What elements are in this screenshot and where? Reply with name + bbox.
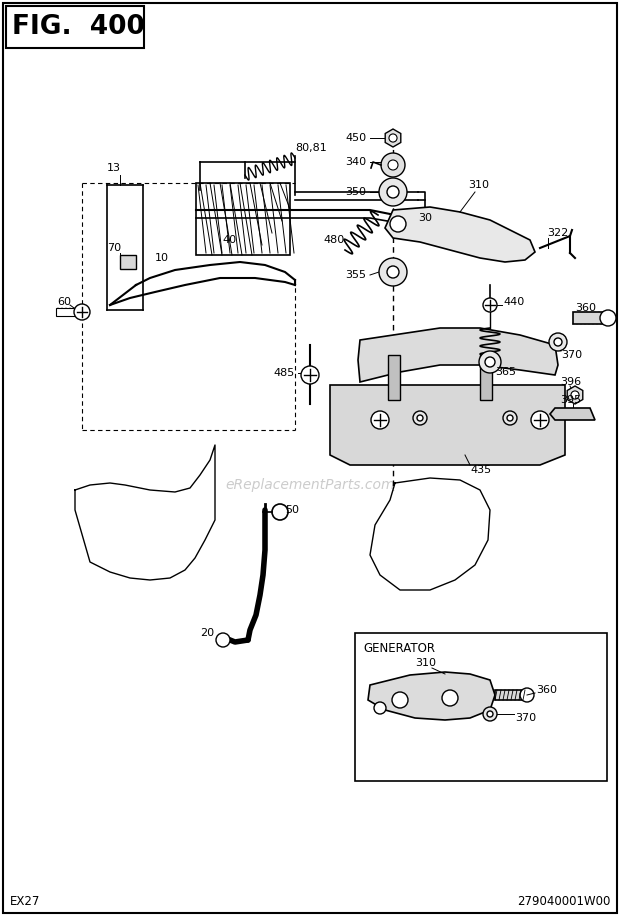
Circle shape xyxy=(503,411,517,425)
Text: FIG.  400: FIG. 400 xyxy=(12,14,145,40)
Text: 395: 395 xyxy=(560,395,581,405)
Circle shape xyxy=(571,391,579,399)
Circle shape xyxy=(371,411,389,429)
Circle shape xyxy=(442,690,458,706)
Bar xyxy=(495,690,527,700)
Text: 322: 322 xyxy=(547,228,569,238)
Circle shape xyxy=(387,186,399,198)
Circle shape xyxy=(379,258,407,286)
Text: 10: 10 xyxy=(155,253,169,263)
Polygon shape xyxy=(550,408,595,420)
Circle shape xyxy=(392,692,408,708)
Circle shape xyxy=(387,266,399,278)
Text: 450: 450 xyxy=(345,133,366,143)
Text: 70: 70 xyxy=(107,243,121,253)
Text: 360: 360 xyxy=(575,303,596,313)
Polygon shape xyxy=(368,672,495,720)
Circle shape xyxy=(388,160,398,170)
Text: GENERATOR: GENERATOR xyxy=(363,642,435,656)
Circle shape xyxy=(487,711,493,717)
Bar xyxy=(388,355,400,400)
Circle shape xyxy=(417,415,423,421)
Text: 360: 360 xyxy=(536,685,557,695)
Circle shape xyxy=(381,153,405,177)
Text: 30: 30 xyxy=(418,213,432,223)
Polygon shape xyxy=(358,328,558,382)
Bar xyxy=(120,255,136,269)
Circle shape xyxy=(413,411,427,425)
Circle shape xyxy=(479,351,501,373)
Circle shape xyxy=(272,504,288,520)
Circle shape xyxy=(74,304,90,320)
Bar xyxy=(56,308,76,316)
Circle shape xyxy=(483,707,497,721)
Polygon shape xyxy=(385,129,401,147)
Circle shape xyxy=(549,333,567,351)
Text: 440: 440 xyxy=(503,297,525,307)
Circle shape xyxy=(390,216,406,232)
Circle shape xyxy=(485,357,495,367)
Text: 310: 310 xyxy=(468,180,489,190)
Circle shape xyxy=(507,415,513,421)
Text: 355: 355 xyxy=(345,270,366,280)
Bar xyxy=(355,633,607,781)
Text: EX27: EX27 xyxy=(10,895,40,908)
Polygon shape xyxy=(385,207,535,262)
Circle shape xyxy=(520,688,534,702)
Bar xyxy=(196,183,290,255)
Text: 396: 396 xyxy=(560,377,581,387)
Text: 279040001W00: 279040001W00 xyxy=(516,895,610,908)
Text: 370: 370 xyxy=(515,713,536,723)
Circle shape xyxy=(379,178,407,206)
Text: eReplacementParts.com: eReplacementParts.com xyxy=(225,478,395,493)
Text: 485: 485 xyxy=(273,368,294,378)
Circle shape xyxy=(301,366,319,384)
Text: 310: 310 xyxy=(415,658,436,668)
Polygon shape xyxy=(330,385,565,465)
Circle shape xyxy=(389,134,397,142)
Text: 350: 350 xyxy=(345,187,366,197)
Text: 80,81: 80,81 xyxy=(295,143,327,153)
Circle shape xyxy=(374,702,386,714)
Bar xyxy=(6,6,144,48)
Text: 435: 435 xyxy=(470,465,491,475)
Bar xyxy=(480,355,492,400)
Circle shape xyxy=(531,411,549,429)
Polygon shape xyxy=(567,386,583,404)
Text: 20: 20 xyxy=(200,628,214,638)
Circle shape xyxy=(600,310,616,326)
Text: 13: 13 xyxy=(107,163,121,173)
Text: 370: 370 xyxy=(561,350,582,360)
Text: 50: 50 xyxy=(285,505,299,515)
Text: 480: 480 xyxy=(323,235,344,245)
Circle shape xyxy=(554,338,562,346)
Circle shape xyxy=(216,633,230,647)
Text: 365: 365 xyxy=(495,367,516,377)
Text: 40: 40 xyxy=(222,235,236,245)
Text: 340: 340 xyxy=(345,157,366,167)
Text: 60: 60 xyxy=(57,297,71,307)
Circle shape xyxy=(483,298,497,312)
Bar xyxy=(573,312,608,324)
